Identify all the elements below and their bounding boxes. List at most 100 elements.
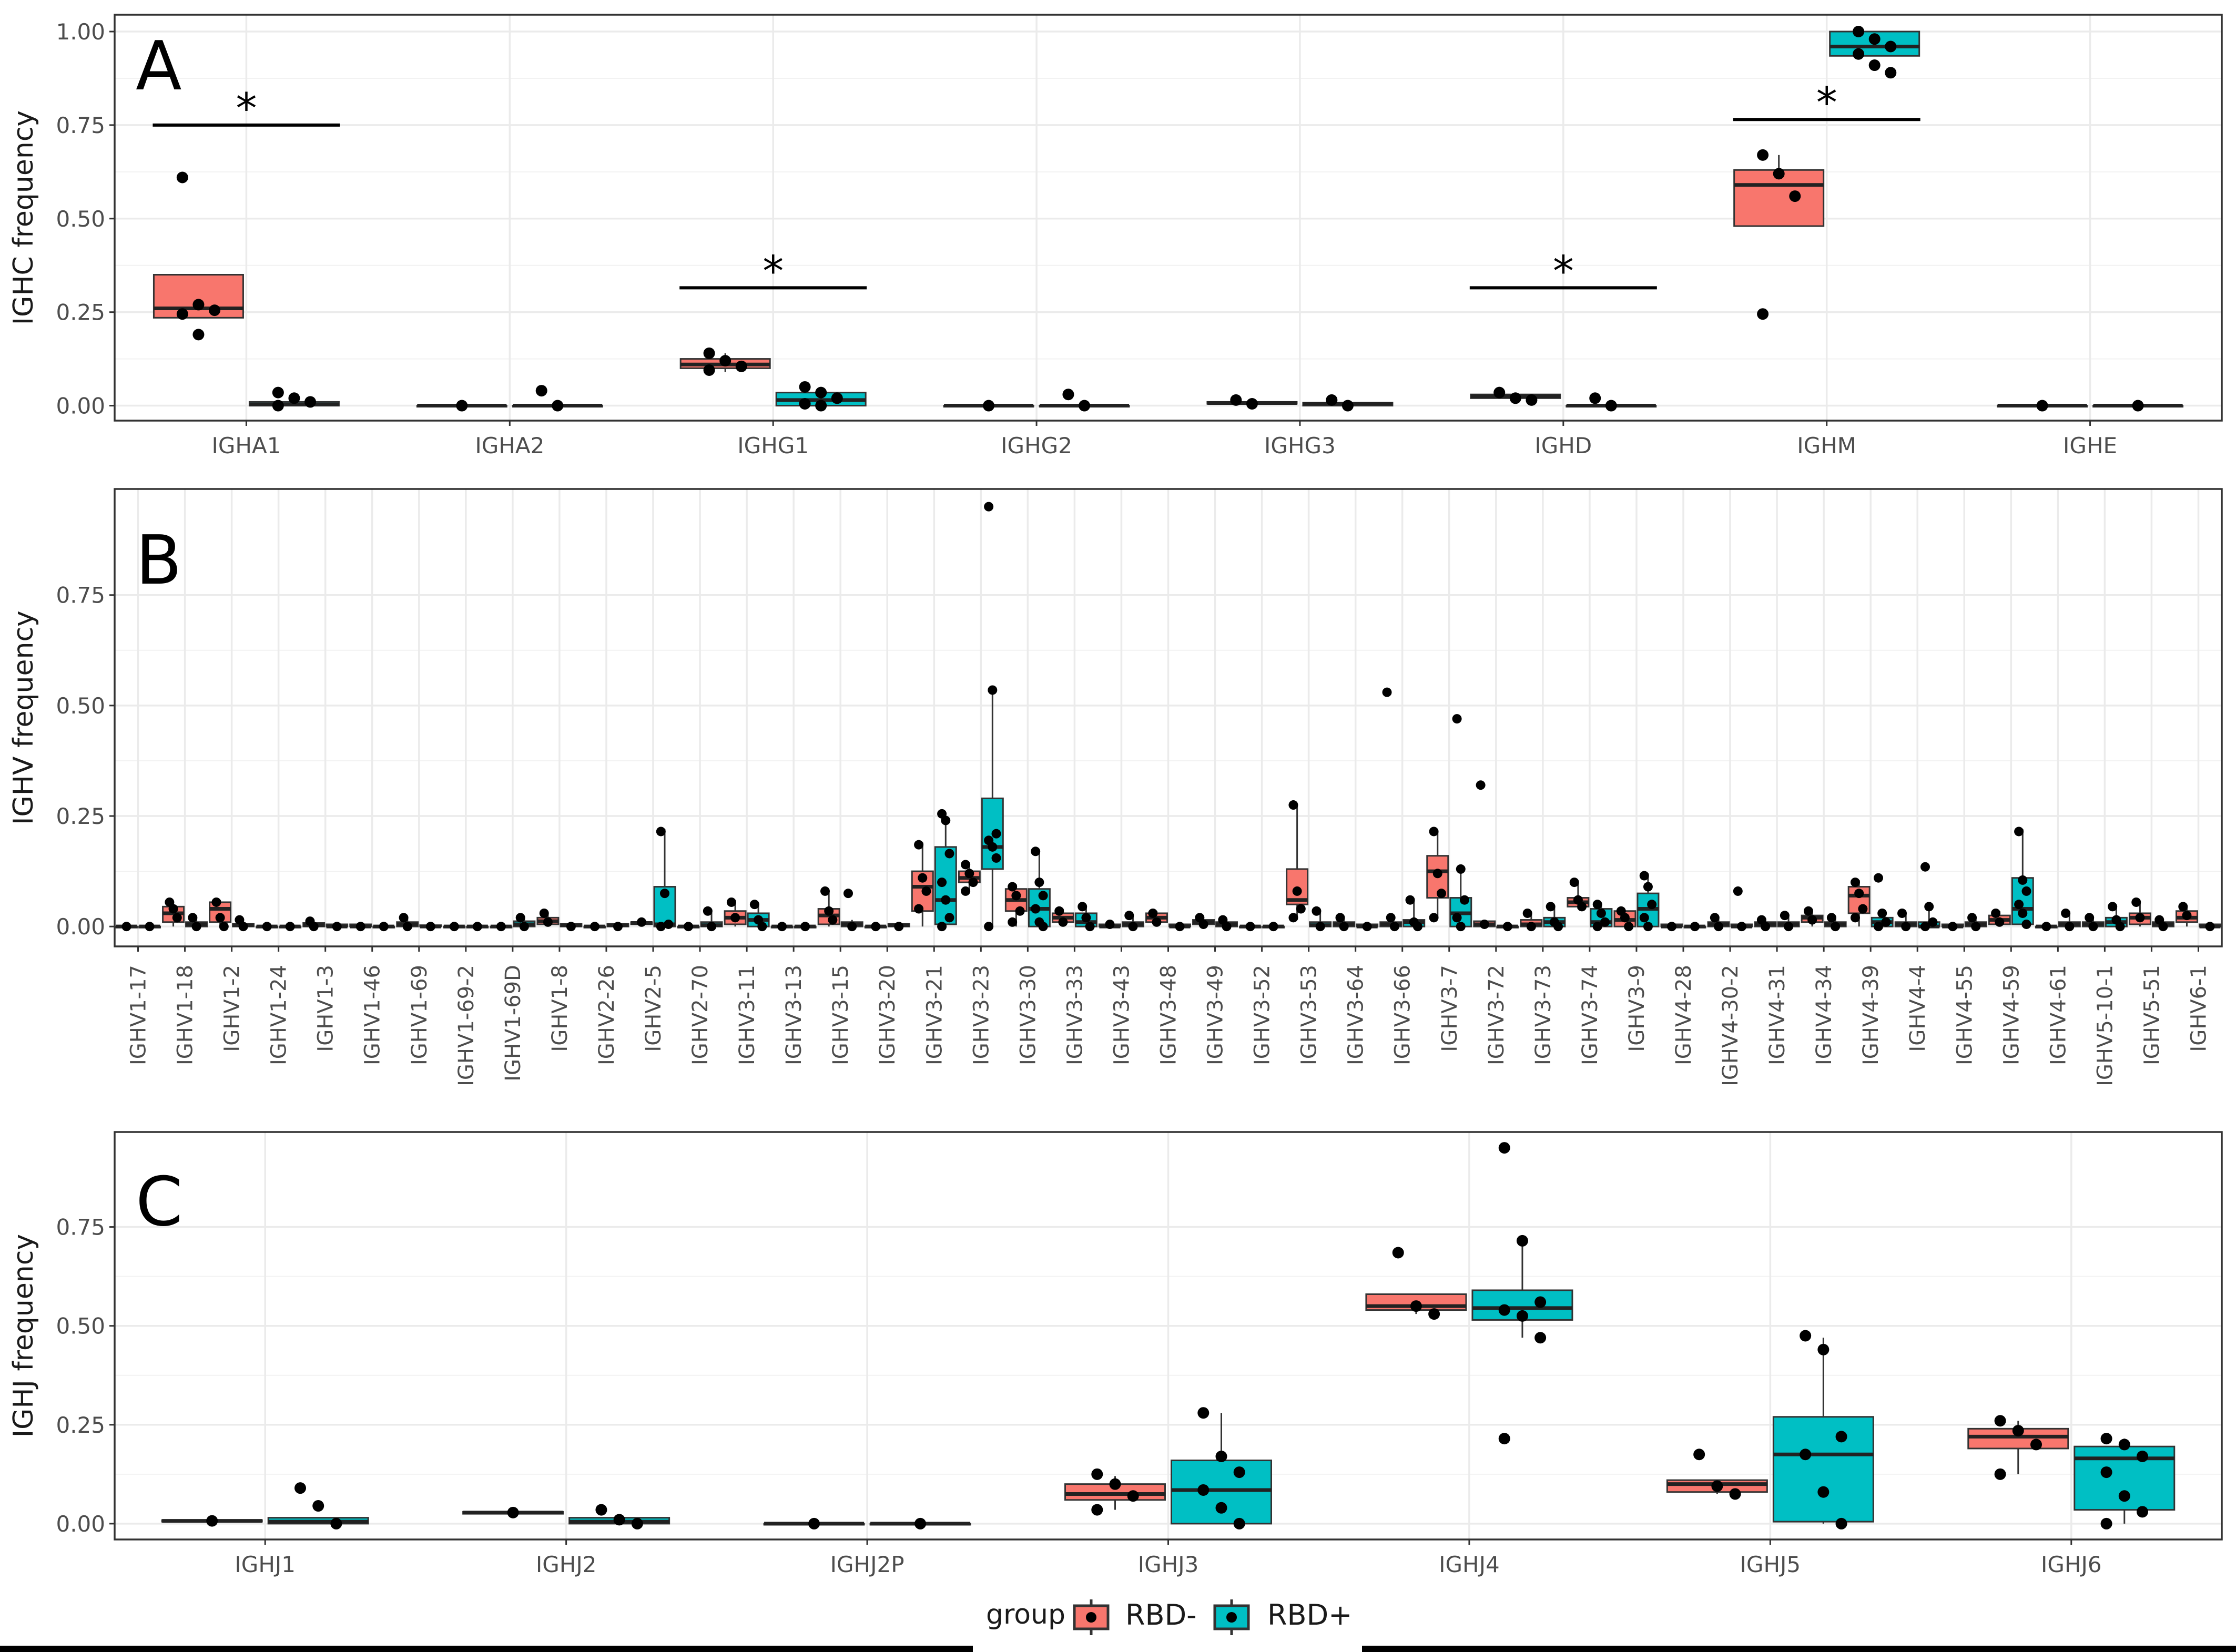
- x-tick-label-ighv3-9: IGHV3-9: [1625, 965, 1649, 1052]
- data-point: [1817, 1486, 1830, 1498]
- data-point: [1031, 847, 1041, 856]
- data-point: [1647, 900, 1657, 910]
- data-point: [1382, 687, 1392, 697]
- x-tick-label-ighv4-39: IGHV4-39: [1859, 965, 1883, 1065]
- data-point: [1780, 911, 1790, 921]
- data-point: [984, 922, 994, 932]
- data-point: [1589, 392, 1601, 404]
- box-rbd-ighd: [1470, 386, 1561, 406]
- x-tick-label-ighv4-30-2: IGHV4-30-2: [1719, 965, 1743, 1086]
- data-point: [2061, 908, 2071, 918]
- x-tick-label-ighv3-13: IGHV3-13: [782, 965, 806, 1065]
- data-point: [991, 829, 1001, 839]
- box-rbd-ighv1-17: [115, 922, 138, 932]
- y-tick-label: 0.00: [56, 914, 105, 940]
- data-point: [1456, 922, 1466, 932]
- y-tick-label: 0.50: [56, 693, 105, 719]
- data-point: [1714, 922, 1724, 932]
- data-point: [707, 922, 717, 932]
- data-point: [1850, 913, 1860, 923]
- x-tick-label-ighv3-43: IGHV3-43: [1110, 965, 1134, 1065]
- data-point: [272, 400, 284, 412]
- data-point: [703, 364, 715, 376]
- data-point: [1215, 1502, 1227, 1514]
- data-point: [2065, 922, 2075, 932]
- data-point: [2108, 902, 2118, 912]
- box-rbd-ighj4: [1365, 1247, 1467, 1320]
- x-tick-label-ighj4: IGHJ4: [1439, 1552, 1500, 1577]
- box-rbd-ighv3-66: [1379, 687, 1402, 932]
- box-rbd-ighm: [1829, 26, 1920, 79]
- x-tick-label-ighv3-7: IGHV3-7: [1438, 965, 1462, 1052]
- box-rbd-ighv1-69-2: [466, 922, 489, 932]
- data-point: [1826, 913, 1836, 923]
- data-point: [703, 347, 715, 359]
- box-rbd-ighv1-69d: [513, 913, 536, 932]
- y-tick-label: 0.50: [56, 206, 105, 232]
- data-point: [1015, 906, 1025, 916]
- x-tick-label-ighv1-17: IGHV1-17: [127, 965, 151, 1065]
- data-point: [172, 913, 182, 923]
- bottom-rule-right: [1362, 1646, 2236, 1652]
- data-point: [121, 922, 131, 932]
- box-rbd-ighg1: [775, 381, 867, 412]
- box-rbd-ighv4-55: [1941, 922, 1964, 932]
- box-rbd-ighv1-3: [302, 916, 326, 932]
- data-point: [703, 906, 713, 916]
- data-point: [983, 400, 995, 412]
- data-point: [2021, 886, 2031, 896]
- data-point: [2030, 1439, 2042, 1451]
- box-rbd-ighv4-30-2: [1730, 886, 1753, 932]
- box-rbd-ighv4-31: [1777, 911, 1800, 932]
- data-point: [552, 400, 564, 412]
- data-point: [1459, 895, 1469, 905]
- data-point: [1502, 922, 1512, 932]
- data-point: [660, 889, 670, 899]
- x-tick-label-ighv3-73: IGHV3-73: [1531, 965, 1556, 1065]
- data-point: [1392, 1247, 1404, 1259]
- y-tick-label: 0.75: [56, 113, 105, 138]
- box-rbd-ighj1: [267, 1482, 369, 1529]
- data-point: [402, 922, 412, 932]
- data-point: [964, 869, 974, 879]
- box-rbd-igha1: [153, 171, 244, 341]
- data-point: [941, 895, 951, 905]
- data-point: [1850, 878, 1860, 888]
- data-point: [656, 922, 666, 932]
- data-point: [1553, 922, 1563, 932]
- legend-key-rbd-plus: [1213, 1599, 1250, 1635]
- box-rbd-ighv3-48: [1145, 908, 1168, 927]
- data-point: [1817, 1343, 1830, 1355]
- data-point: [1230, 394, 1242, 406]
- box-rbd-ighv3-15: [817, 886, 840, 927]
- data-point: [1493, 386, 1506, 399]
- data-point: [2014, 900, 2024, 910]
- data-point: [543, 917, 553, 927]
- box-rbd-ighg2: [943, 400, 1034, 412]
- panels: 0.00 0.25 0.50 0.75 1.00 IGHC frequency IGHA1 I…: [8, 14, 2223, 1577]
- box-body: [153, 274, 244, 319]
- data-point: [1058, 917, 1068, 927]
- y-axis-title: IGHV frequency: [8, 610, 39, 825]
- data-point: [1971, 922, 1981, 932]
- box-rbd-ighv3-13: [770, 922, 794, 932]
- data-point: [1081, 913, 1091, 923]
- data-point: [1592, 900, 1602, 910]
- data-point: [831, 392, 843, 404]
- data-point: [1148, 908, 1158, 918]
- data-point: [1296, 904, 1306, 914]
- y-tick-label: 0.00: [56, 393, 105, 419]
- data-point: [496, 922, 506, 932]
- data-point: [1569, 878, 1579, 888]
- data-point: [1428, 1308, 1440, 1320]
- data-point: [631, 1517, 643, 1529]
- data-point: [847, 922, 857, 932]
- data-point: [1410, 1300, 1422, 1312]
- box-rbd-igha2: [512, 385, 603, 412]
- box-rbd-ighv5-10-1: [2105, 902, 2128, 932]
- x-tick-label-ighv1-69: IGHV1-69: [408, 965, 432, 1065]
- data-point: [1198, 919, 1208, 929]
- data-point: [519, 922, 529, 932]
- box-rbd-ighv3-52: [1262, 922, 1285, 932]
- x-tick-label-ighv1-69d: IGHV1-69D: [501, 965, 525, 1082]
